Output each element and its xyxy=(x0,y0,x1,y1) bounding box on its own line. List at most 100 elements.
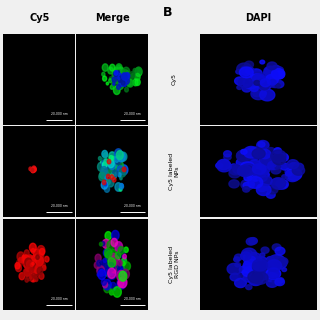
Polygon shape xyxy=(251,88,266,100)
Text: 20,000 nm: 20,000 nm xyxy=(124,112,141,116)
Polygon shape xyxy=(105,232,111,240)
Polygon shape xyxy=(104,284,110,293)
Polygon shape xyxy=(102,239,110,248)
Polygon shape xyxy=(261,150,267,154)
Polygon shape xyxy=(111,174,114,178)
Polygon shape xyxy=(133,68,137,73)
Polygon shape xyxy=(120,77,123,82)
Polygon shape xyxy=(22,255,27,261)
Polygon shape xyxy=(114,68,118,73)
Polygon shape xyxy=(33,168,35,170)
Polygon shape xyxy=(135,79,140,85)
Polygon shape xyxy=(269,255,285,268)
Polygon shape xyxy=(37,267,43,275)
Polygon shape xyxy=(99,172,106,181)
Polygon shape xyxy=(266,78,277,87)
Polygon shape xyxy=(28,260,34,268)
Polygon shape xyxy=(36,255,39,260)
Polygon shape xyxy=(30,262,33,266)
Polygon shape xyxy=(24,268,30,276)
Polygon shape xyxy=(259,149,271,159)
Polygon shape xyxy=(239,267,247,273)
Polygon shape xyxy=(25,278,28,282)
Polygon shape xyxy=(126,82,130,87)
Polygon shape xyxy=(108,173,111,177)
Polygon shape xyxy=(44,256,49,262)
Polygon shape xyxy=(103,153,108,158)
Polygon shape xyxy=(114,71,118,75)
Polygon shape xyxy=(229,180,239,188)
Polygon shape xyxy=(109,253,118,264)
Polygon shape xyxy=(115,183,122,191)
Polygon shape xyxy=(122,72,129,80)
Polygon shape xyxy=(123,78,127,83)
Polygon shape xyxy=(118,277,127,288)
Polygon shape xyxy=(110,64,115,71)
Polygon shape xyxy=(230,164,237,169)
Polygon shape xyxy=(286,168,302,180)
Polygon shape xyxy=(243,260,259,272)
Polygon shape xyxy=(289,163,300,171)
Polygon shape xyxy=(28,262,36,271)
Polygon shape xyxy=(109,156,113,161)
Text: DAPI: DAPI xyxy=(245,13,271,23)
Polygon shape xyxy=(271,66,281,73)
Polygon shape xyxy=(250,275,258,282)
Polygon shape xyxy=(37,256,39,259)
Polygon shape xyxy=(117,75,120,78)
Polygon shape xyxy=(255,166,266,175)
Polygon shape xyxy=(112,170,118,177)
Polygon shape xyxy=(129,72,135,79)
Polygon shape xyxy=(249,182,254,186)
Polygon shape xyxy=(110,258,117,267)
Polygon shape xyxy=(260,176,272,186)
Polygon shape xyxy=(256,260,263,265)
Polygon shape xyxy=(244,147,258,158)
Polygon shape xyxy=(30,274,36,282)
Polygon shape xyxy=(229,164,242,175)
Polygon shape xyxy=(294,163,304,171)
Polygon shape xyxy=(246,253,251,258)
Polygon shape xyxy=(30,262,38,272)
Polygon shape xyxy=(116,262,124,273)
Polygon shape xyxy=(260,83,269,90)
Polygon shape xyxy=(272,278,282,285)
Polygon shape xyxy=(243,254,252,261)
Polygon shape xyxy=(272,68,285,79)
Polygon shape xyxy=(105,251,114,262)
Polygon shape xyxy=(245,267,252,272)
Polygon shape xyxy=(115,76,117,78)
Polygon shape xyxy=(34,167,36,170)
Polygon shape xyxy=(292,166,305,175)
Polygon shape xyxy=(110,167,113,171)
Polygon shape xyxy=(244,257,254,265)
Polygon shape xyxy=(110,262,114,267)
Polygon shape xyxy=(35,265,41,272)
Polygon shape xyxy=(108,253,116,264)
Polygon shape xyxy=(103,258,107,262)
Polygon shape xyxy=(124,262,131,270)
Polygon shape xyxy=(253,257,268,268)
Polygon shape xyxy=(235,254,243,260)
Polygon shape xyxy=(285,171,300,181)
Polygon shape xyxy=(32,255,36,261)
Polygon shape xyxy=(110,282,116,291)
Polygon shape xyxy=(118,260,122,266)
Polygon shape xyxy=(108,261,115,268)
Polygon shape xyxy=(108,256,117,267)
Polygon shape xyxy=(243,269,252,276)
Polygon shape xyxy=(233,165,244,174)
Polygon shape xyxy=(25,259,30,265)
Polygon shape xyxy=(252,255,259,261)
Polygon shape xyxy=(257,79,267,86)
Polygon shape xyxy=(243,275,252,282)
Polygon shape xyxy=(253,260,269,272)
Polygon shape xyxy=(251,261,260,268)
Polygon shape xyxy=(244,250,251,255)
Polygon shape xyxy=(270,79,281,88)
Polygon shape xyxy=(216,163,223,168)
Polygon shape xyxy=(282,183,287,188)
Polygon shape xyxy=(105,264,108,268)
Polygon shape xyxy=(116,76,119,81)
Polygon shape xyxy=(252,272,268,284)
